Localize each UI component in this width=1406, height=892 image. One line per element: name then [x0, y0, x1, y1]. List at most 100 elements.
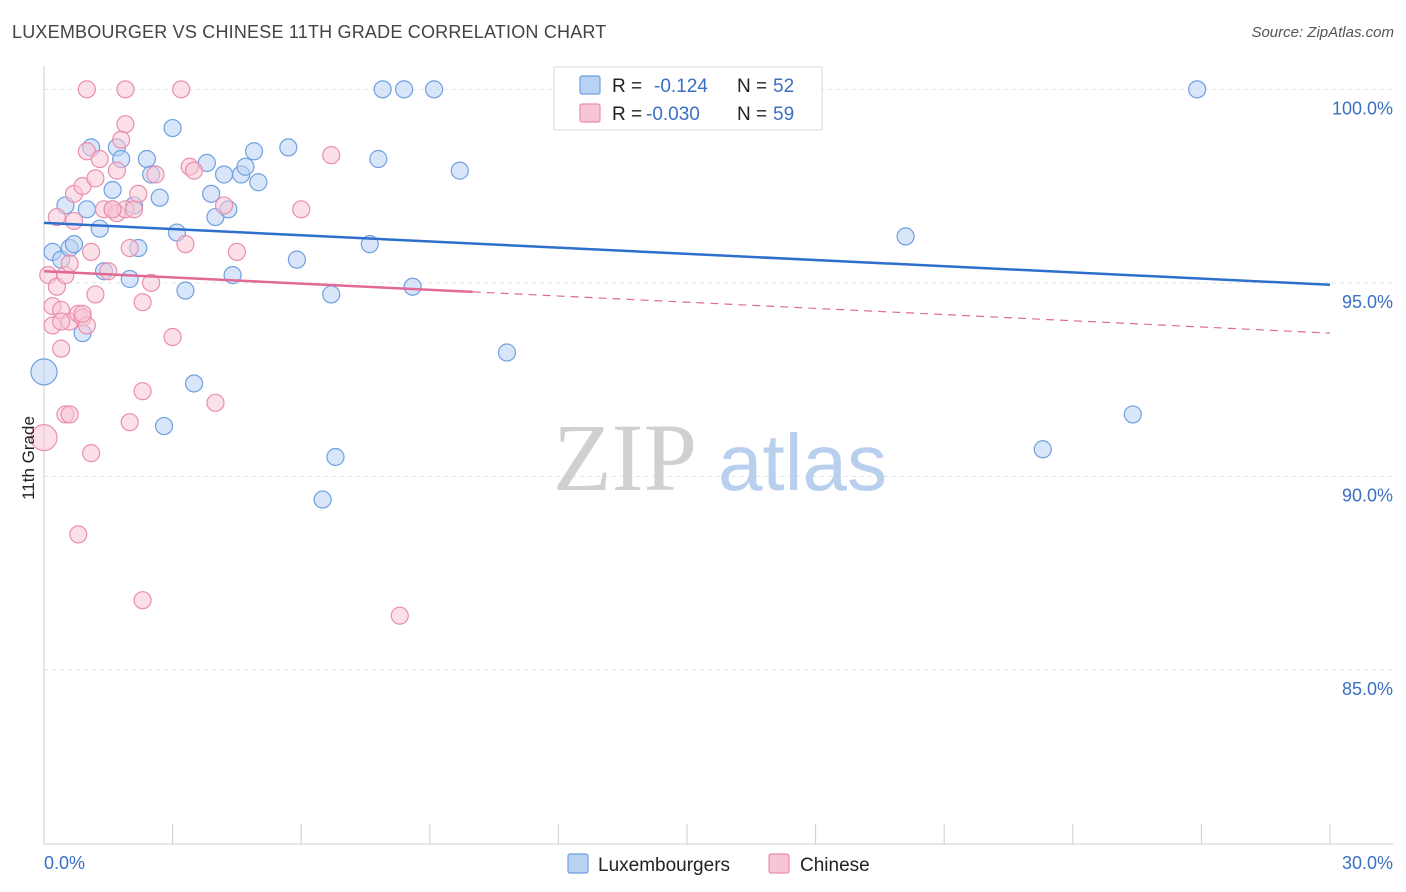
watermark-zip: ZIP [553, 404, 697, 511]
y-axis-title: 11th Grade [19, 416, 38, 500]
point-luxembourgers-45 [450, 161, 469, 180]
legend-r-label-2: R = [612, 104, 642, 125]
point-chinese-21 [86, 285, 105, 304]
trend-line-chinese-solid [43, 269, 473, 294]
legend-swatch-chinese [579, 103, 601, 123]
point-luxembourgers-15 [120, 269, 139, 289]
point-luxembourgers-10 [103, 180, 122, 200]
point-luxembourgers-22 [176, 281, 195, 300]
point-chinese-27 [107, 161, 126, 180]
point-chinese-3 [47, 207, 66, 227]
point-luxembourgers-16 [137, 149, 156, 169]
y-tick-label-0: 100.0% [1332, 98, 1393, 118]
bottom-legend-swatch-chinese [768, 853, 790, 874]
point-luxembourgers-38 [326, 447, 345, 467]
point-luxembourgers-40 [369, 149, 388, 169]
source-label: Source: ZipAtlas.com [1251, 24, 1394, 41]
chart-title: LUXEMBOURGER VS CHINESE 11TH GRADE CORRE… [12, 22, 607, 42]
watermark-atlas: atlas [718, 418, 887, 507]
data-points [30, 80, 1207, 625]
point-luxembourgers-42 [394, 80, 414, 99]
legend-r-value-1: -0.124 [654, 76, 708, 97]
point-chinese-32 [120, 238, 139, 258]
trend-line-luxembourgers [43, 221, 1331, 287]
point-chinese-42 [176, 235, 195, 254]
legend-box: R = -0.124 N = 52 R = -0.030 N = 59 [553, 66, 823, 131]
point-luxembourgers-32 [244, 142, 264, 161]
legend-n-label-2: N = [737, 104, 767, 125]
point-luxembourgers-48 [1033, 440, 1052, 459]
point-chinese-53 [172, 80, 191, 99]
point-chinese-34 [124, 200, 144, 219]
point-chinese-22 [86, 169, 105, 188]
point-chinese-9 [60, 405, 79, 424]
point-chinese-52 [116, 80, 135, 99]
point-chinese-44 [184, 161, 204, 180]
point-chinese-46 [214, 196, 234, 215]
legend-r-label-1: R = [612, 76, 642, 97]
point-chinese-20 [82, 242, 101, 261]
point-chinese-54 [30, 424, 58, 452]
point-chinese-41 [163, 327, 182, 347]
point-luxembourgers-50 [1188, 80, 1207, 99]
point-luxembourgers-31 [236, 157, 255, 176]
point-luxembourgers-8 [90, 219, 109, 238]
point-luxembourgers-19 [154, 416, 174, 436]
legend-n-value-2: 59 [773, 104, 794, 125]
legend-n-label-1: N = [737, 76, 767, 97]
point-chinese-14 [69, 525, 88, 544]
point-luxembourgers-18 [150, 188, 169, 207]
point-chinese-19 [82, 444, 101, 463]
point-chinese-48 [292, 200, 311, 219]
y-tick-label-3: 85.0% [1342, 679, 1393, 699]
legend-swatch-luxembourgers [579, 75, 601, 95]
point-luxembourgers-35 [287, 250, 307, 269]
legend-n-value-1: 52 [773, 76, 794, 97]
point-luxembourgers-23 [184, 374, 204, 393]
point-luxembourgers-33 [249, 173, 268, 192]
bottom-legend: Luxembourgers Chinese [567, 853, 870, 876]
point-chinese-33 [120, 413, 139, 432]
point-chinese-23 [90, 149, 109, 169]
point-chinese-29 [112, 130, 131, 149]
point-chinese-57 [103, 200, 122, 219]
point-chinese-37 [133, 382, 152, 401]
point-luxembourgers-20 [163, 118, 182, 138]
point-luxembourgers-41 [373, 80, 392, 99]
point-luxembourgers-49 [1123, 405, 1142, 424]
point-chinese-25 [99, 262, 118, 281]
point-luxembourgers-36 [313, 490, 332, 509]
bottom-legend-swatch-luxembourgers [567, 853, 589, 874]
point-luxembourgers-46 [497, 343, 517, 362]
point-luxembourgers-43 [403, 277, 422, 296]
point-chinese-50 [390, 606, 409, 625]
point-chinese-40 [146, 165, 165, 184]
point-chinese-36 [133, 293, 152, 312]
point-luxembourgers-51 [30, 358, 58, 386]
point-chinese-45 [206, 393, 225, 412]
trend-lines [43, 221, 1331, 334]
point-chinese-58 [60, 254, 79, 273]
x-tick-max: 30.0% [1342, 853, 1393, 873]
point-luxembourgers-25 [202, 184, 221, 203]
y-tick-labels: 100.0% 95.0% 90.0% 85.0% [1332, 98, 1393, 699]
point-luxembourgers-27 [214, 165, 234, 184]
point-luxembourgers-4 [64, 235, 84, 254]
point-chinese-30 [116, 115, 135, 134]
y-tick-label-1: 95.0% [1342, 292, 1393, 312]
point-chinese-35 [129, 184, 148, 203]
axes [43, 66, 1393, 845]
point-chinese-38 [133, 591, 152, 610]
point-chinese-49 [322, 146, 341, 165]
bottom-legend-chinese: Chinese [800, 855, 870, 876]
point-chinese-55 [52, 312, 71, 331]
legend-r-value-2: -0.030 [646, 104, 700, 125]
point-chinese-12 [64, 211, 84, 231]
point-luxembourgers-44 [424, 80, 444, 99]
point-chinese-39 [142, 273, 161, 292]
x-tick-min: 0.0% [44, 853, 85, 873]
point-luxembourgers-34 [279, 138, 298, 157]
bottom-legend-luxembourgers: Luxembourgers [598, 855, 730, 876]
point-luxembourgers-47 [896, 227, 915, 246]
